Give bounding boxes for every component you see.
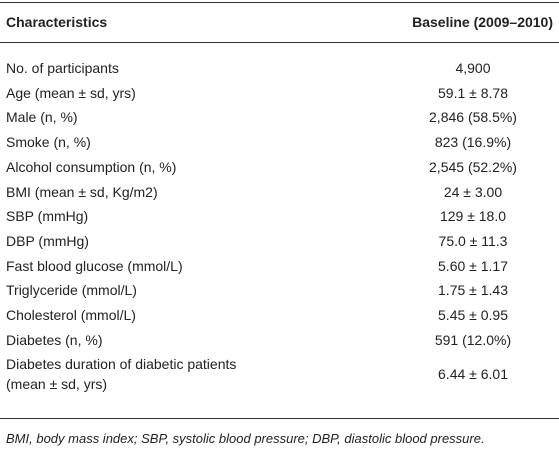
row-label: Age (mean ± sd, yrs) [6,84,136,101]
row-label: DBP (mmHg) [6,232,89,249]
row-value: 823 (16.9%) [434,134,512,151]
row-value: 2,846 (58.5%) [429,109,517,126]
row-value: 1.75 ± 1.43 [438,282,508,299]
footnote: BMI, body mass index; SBP, systolic bloo… [6,431,485,446]
top-rule [0,2,559,3]
row-value: 5.45 ± 0.95 [438,307,508,323]
row-value: 591 (12.0%) [434,331,512,348]
row-value: 5.60 ± 1.17 [438,257,508,274]
bottom-rule [0,418,559,419]
row-label: Smoke (n, %) [6,134,91,151]
row-label: SBP (mmHg) [6,208,89,225]
row-label: Male (n, %) [6,109,78,126]
row-label: Cholesterol (mmol/L) [6,307,136,323]
row-label: Fast blood glucose (mmol/L) [6,257,183,274]
row-value: 4,900 [455,60,491,76]
row-value: 75.0 ± 11.3 [438,232,508,249]
header-cell: Characteristics [6,14,108,30]
row-label: Alcohol consumption (n, %) [6,158,177,175]
row-value: 129 ± 18.0 [439,208,507,225]
row-label: Diabetes (n, %) [6,331,103,348]
row-value: 6.44 ± 6.01 [438,366,508,383]
row-value: 2,545 (52.2%) [429,158,517,175]
row-label: No. of participants [6,60,119,76]
header-rule [0,42,559,43]
row-value: 24 ± 3.00 [443,183,503,200]
row-value: 59.1 ± 8.78 [438,84,508,101]
row-label: Diabetes duration of diabetic patients [6,356,237,373]
row-label: (mean ± sd, yrs) [6,376,108,393]
row-label: BMI (mean ± sd, Kg/m2) [6,183,158,200]
header-cell: Baseline (2009–2010) [412,14,553,30]
row-label: Triglyceride (mmol/L) [6,282,137,299]
